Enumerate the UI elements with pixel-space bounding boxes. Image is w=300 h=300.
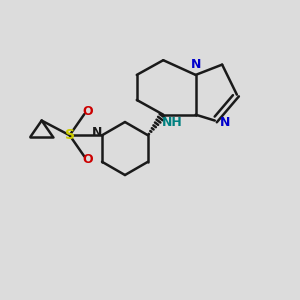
Text: O: O	[82, 153, 93, 166]
Text: N: N	[220, 116, 230, 128]
Text: S: S	[64, 128, 75, 142]
Text: N: N	[190, 58, 201, 71]
Text: O: O	[82, 105, 93, 118]
Text: NH: NH	[161, 116, 182, 128]
Text: N: N	[92, 126, 102, 140]
